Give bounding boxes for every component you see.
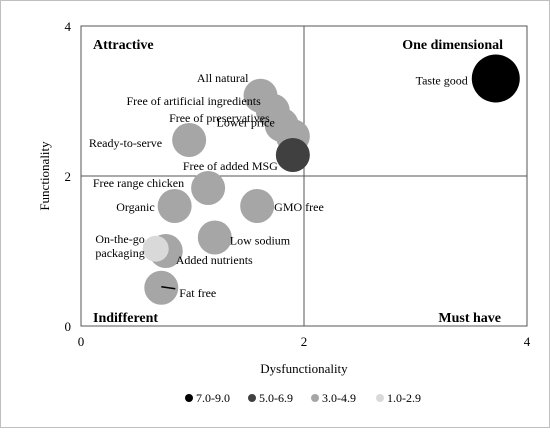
quadrant-label-attractive: Attractive: [93, 38, 154, 53]
legend-label: 7.0-9.0: [196, 391, 230, 405]
quadrant-labels: Attractive One dimensional Indifferent M…: [93, 38, 503, 326]
bubble-ready-to-serve: [172, 123, 207, 157]
y-axis-title: Functionality: [37, 141, 52, 211]
y-tick-label: 0: [65, 319, 72, 334]
point-label-taste-good: Taste good: [416, 74, 468, 88]
point-label-on-the-go-packaging: On-the-go packaging: [95, 232, 144, 260]
bubble-taste-good: [471, 54, 520, 103]
legend-marker-5-0-6-9: [248, 394, 256, 402]
bubble-free-of-added-msg: [275, 138, 310, 172]
x-tick-label: 4: [524, 334, 531, 349]
legend-label: 5.0-6.9: [259, 391, 293, 405]
bubble-fat-free: [144, 270, 179, 305]
point-label-low-sodium: Low sodium: [230, 234, 291, 248]
axis-ticks: 0 2 4 0 2 4: [65, 19, 531, 349]
legend-marker-1-0-2-9: [376, 394, 384, 402]
quadrant-label-must-have: Must have: [438, 311, 501, 326]
fat-free-leader-line: [161, 286, 176, 290]
point-label-all-natural: All natural: [197, 71, 249, 85]
x-tick-label: 2: [301, 334, 308, 349]
point-label-free-of-preservatives: Free of preservatives: [169, 111, 270, 125]
legend-marker-3-0-4-9: [311, 394, 319, 402]
bubble-free-range-chicken: [191, 171, 226, 205]
bubble-gmo-free: [240, 189, 275, 223]
bubble-organic: [157, 189, 192, 223]
legend-label: 3.0-4.9: [322, 391, 356, 405]
point-label-free-of-artificial-ingredients: Free of artificial ingredients: [126, 94, 261, 108]
point-label-organic: Organic: [116, 200, 154, 214]
x-axis-title: Dysfunctionality: [260, 361, 348, 376]
point-label-gmo-free: GMO free: [274, 200, 324, 214]
legend-marker-7-0-9-0: [185, 394, 193, 402]
y-tick-label: 2: [65, 169, 72, 184]
point-label-added-nutrients: Added nutrients: [176, 253, 253, 267]
quadrant-label-indifferent: Indifferent: [93, 311, 158, 326]
point-label-fat-free: Fat free: [179, 286, 216, 300]
legend: 7.0-9.0 5.0-6.9 3.0-4.9 1.0-2.9: [185, 391, 421, 405]
plot-grid: [80, 25, 528, 327]
bubble-on-the-go-packaging: [142, 235, 169, 262]
point-labels: Taste good All natural Free of artificial …: [89, 71, 468, 300]
legend-label: 1.0-2.9: [387, 391, 421, 405]
point-label-ready-to-serve: Ready-to-serve: [89, 136, 162, 150]
y-tick-label: 4: [65, 19, 72, 34]
quadrant-label-one-dimensional: One dimensional: [402, 38, 503, 53]
bubbles: [142, 54, 520, 305]
x-tick-label: 0: [78, 334, 85, 349]
point-label-free-range-chicken: Free range chicken: [93, 176, 184, 190]
point-label-lower-price: Lower price: [217, 115, 275, 129]
point-label-free-of-added-msg: Free of added MSG: [183, 159, 278, 173]
bubble-low-sodium: [197, 220, 232, 255]
